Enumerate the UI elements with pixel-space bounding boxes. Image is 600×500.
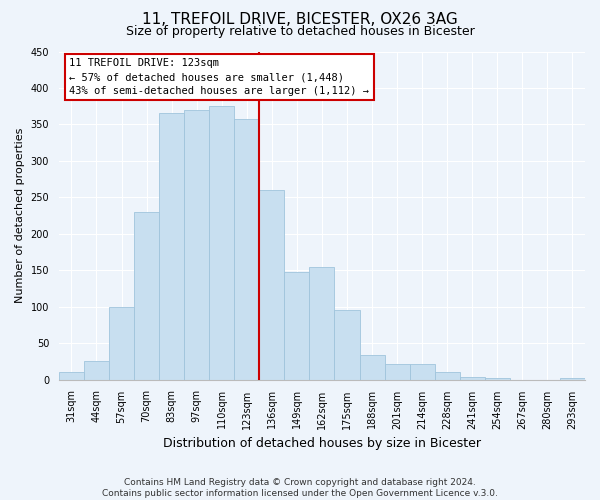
Bar xyxy=(134,212,159,380)
Bar xyxy=(359,355,385,380)
Bar xyxy=(209,106,234,380)
Text: Contains HM Land Registry data © Crown copyright and database right 2024.
Contai: Contains HM Land Registry data © Crown c… xyxy=(102,478,498,498)
Bar xyxy=(485,378,510,380)
Bar xyxy=(109,306,134,380)
Bar xyxy=(385,364,410,380)
Text: 11, TREFOIL DRIVE, BICESTER, OX26 3AG: 11, TREFOIL DRIVE, BICESTER, OX26 3AG xyxy=(142,12,458,28)
Bar xyxy=(434,372,460,380)
Bar xyxy=(560,378,585,380)
Y-axis label: Number of detached properties: Number of detached properties xyxy=(15,128,25,303)
X-axis label: Distribution of detached houses by size in Bicester: Distribution of detached houses by size … xyxy=(163,437,481,450)
Bar xyxy=(284,272,310,380)
Bar xyxy=(234,118,259,380)
Bar xyxy=(259,190,284,380)
Bar xyxy=(159,114,184,380)
Bar xyxy=(460,378,485,380)
Bar xyxy=(310,266,334,380)
Bar xyxy=(334,310,359,380)
Bar xyxy=(59,372,84,380)
Bar xyxy=(410,364,434,380)
Text: Size of property relative to detached houses in Bicester: Size of property relative to detached ho… xyxy=(125,25,475,38)
Text: 11 TREFOIL DRIVE: 123sqm
← 57% of detached houses are smaller (1,448)
43% of sem: 11 TREFOIL DRIVE: 123sqm ← 57% of detach… xyxy=(70,58,370,96)
Bar xyxy=(84,362,109,380)
Bar xyxy=(184,110,209,380)
